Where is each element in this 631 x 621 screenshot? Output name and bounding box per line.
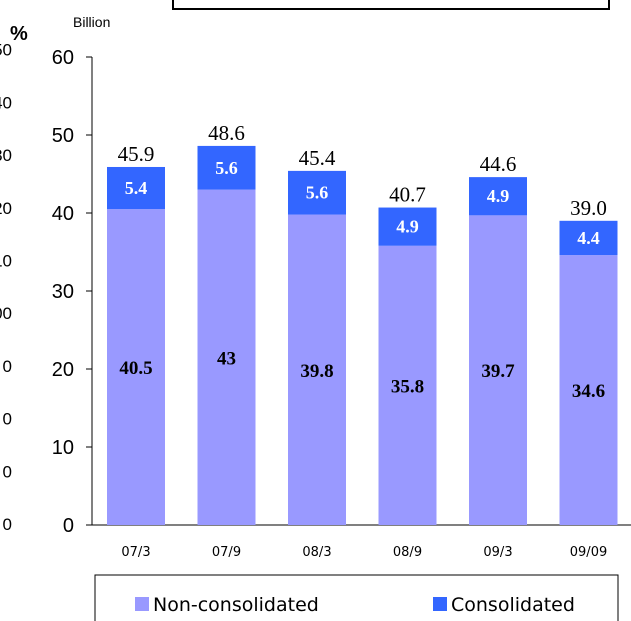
y-tick-label-6: 60 — [52, 47, 74, 69]
y-tick-label-5: 50 — [52, 125, 74, 147]
x-tick-label-5: 09/09 — [570, 545, 607, 560]
secondary-tick-label-7: 30 — [0, 146, 12, 165]
x-tick-label-4: 09/3 — [483, 545, 512, 560]
x-tick-label-0: 07/3 — [121, 545, 150, 560]
legend-label-non-consolidated: Non-consolidated — [153, 594, 319, 616]
bar-non-consolidated-0 — [107, 209, 165, 525]
secondary-tick-label-1: 0 — [3, 462, 12, 481]
secondary-tick-label-8: 40 — [0, 93, 12, 112]
label-total-5: 39.0 — [570, 196, 607, 220]
y-tick-label-2: 20 — [52, 359, 74, 381]
bar-non-consolidated-4 — [469, 215, 527, 525]
x-tick-label-3: 08/9 — [393, 545, 422, 560]
bar-consolidated-1 — [197, 145, 256, 190]
label-non-consolidated-3: 35.8 — [391, 376, 424, 397]
label-consolidated-4: 4.9 — [487, 186, 510, 206]
bar-non-consolidated-2 — [288, 214, 346, 525]
bar-consolidated-0 — [107, 166, 165, 210]
secondary-tick-label-4: 00 — [0, 304, 12, 323]
label-non-consolidated-4: 39.7 — [481, 361, 515, 382]
bar-non-consolidated-5 — [559, 255, 618, 525]
secondary-tick-label-6: 20 — [0, 199, 12, 218]
legend-swatch-non-consolidated — [135, 597, 149, 611]
legend-swatch-consolidated — [433, 597, 447, 611]
secondary-tick-label-5: 10 — [0, 252, 12, 271]
label-consolidated-5: 4.4 — [577, 228, 600, 248]
secondary-tick-label-9: 50 — [0, 41, 12, 60]
y-tick-label-1: 10 — [52, 437, 74, 459]
y-tick-label-3: 30 — [52, 281, 74, 303]
bar-consolidated-5 — [559, 220, 618, 256]
label-consolidated-2: 5.6 — [306, 183, 329, 203]
label-non-consolidated-1: 43 — [217, 348, 236, 369]
secondary-tick-label-0: 0 — [3, 515, 12, 534]
label-non-consolidated-2: 39.8 — [300, 361, 333, 382]
bar-consolidated-3 — [378, 207, 437, 246]
bar-consolidated-4 — [469, 177, 527, 216]
x-tick-label-2: 08/3 — [302, 545, 331, 560]
units-label: Billion — [73, 14, 110, 30]
y-tick-label-4: 40 — [52, 203, 74, 225]
secondary-tick-label-2: 0 — [3, 410, 12, 429]
label-total-2: 45.4 — [299, 146, 336, 170]
label-total-4: 44.6 — [480, 152, 517, 176]
x-axis-ticks: 07/3 07/9 08/3 08/9 09/3 09/09 — [121, 545, 607, 560]
label-consolidated-3: 4.9 — [396, 217, 419, 237]
label-total-3: 40.7 — [389, 183, 426, 207]
label-consolidated-1: 5.6 — [215, 158, 238, 178]
legend-label-consolidated: Consolidated — [451, 594, 575, 616]
label-non-consolidated-5: 34.6 — [572, 381, 605, 402]
legend-frame — [94, 574, 619, 621]
label-total-0: 45.9 — [118, 142, 155, 166]
bar-non-consolidated-1 — [197, 189, 256, 525]
y-axis-ticks: 0 10 20 30 40 50 60 — [52, 47, 92, 537]
label-consolidated-0: 5.4 — [125, 178, 148, 198]
y-tick-label-0: 0 — [63, 515, 74, 537]
secondary-axis-label: % — [10, 23, 28, 45]
label-non-consolidated-0: 40.5 — [119, 358, 152, 379]
secondary-tick-label-3: 0 — [3, 357, 12, 376]
bar-non-consolidated-3 — [378, 245, 437, 525]
label-total-1: 48.6 — [208, 121, 245, 145]
title-frame — [172, 0, 610, 10]
bar-consolidated-2 — [288, 170, 346, 215]
x-tick-label-1: 07/9 — [212, 545, 241, 560]
bars: 40.5 5.4 45.9 43 5.6 48.6 39.8 5.6 45.4 35.8 4.9 40… — [107, 121, 618, 525]
